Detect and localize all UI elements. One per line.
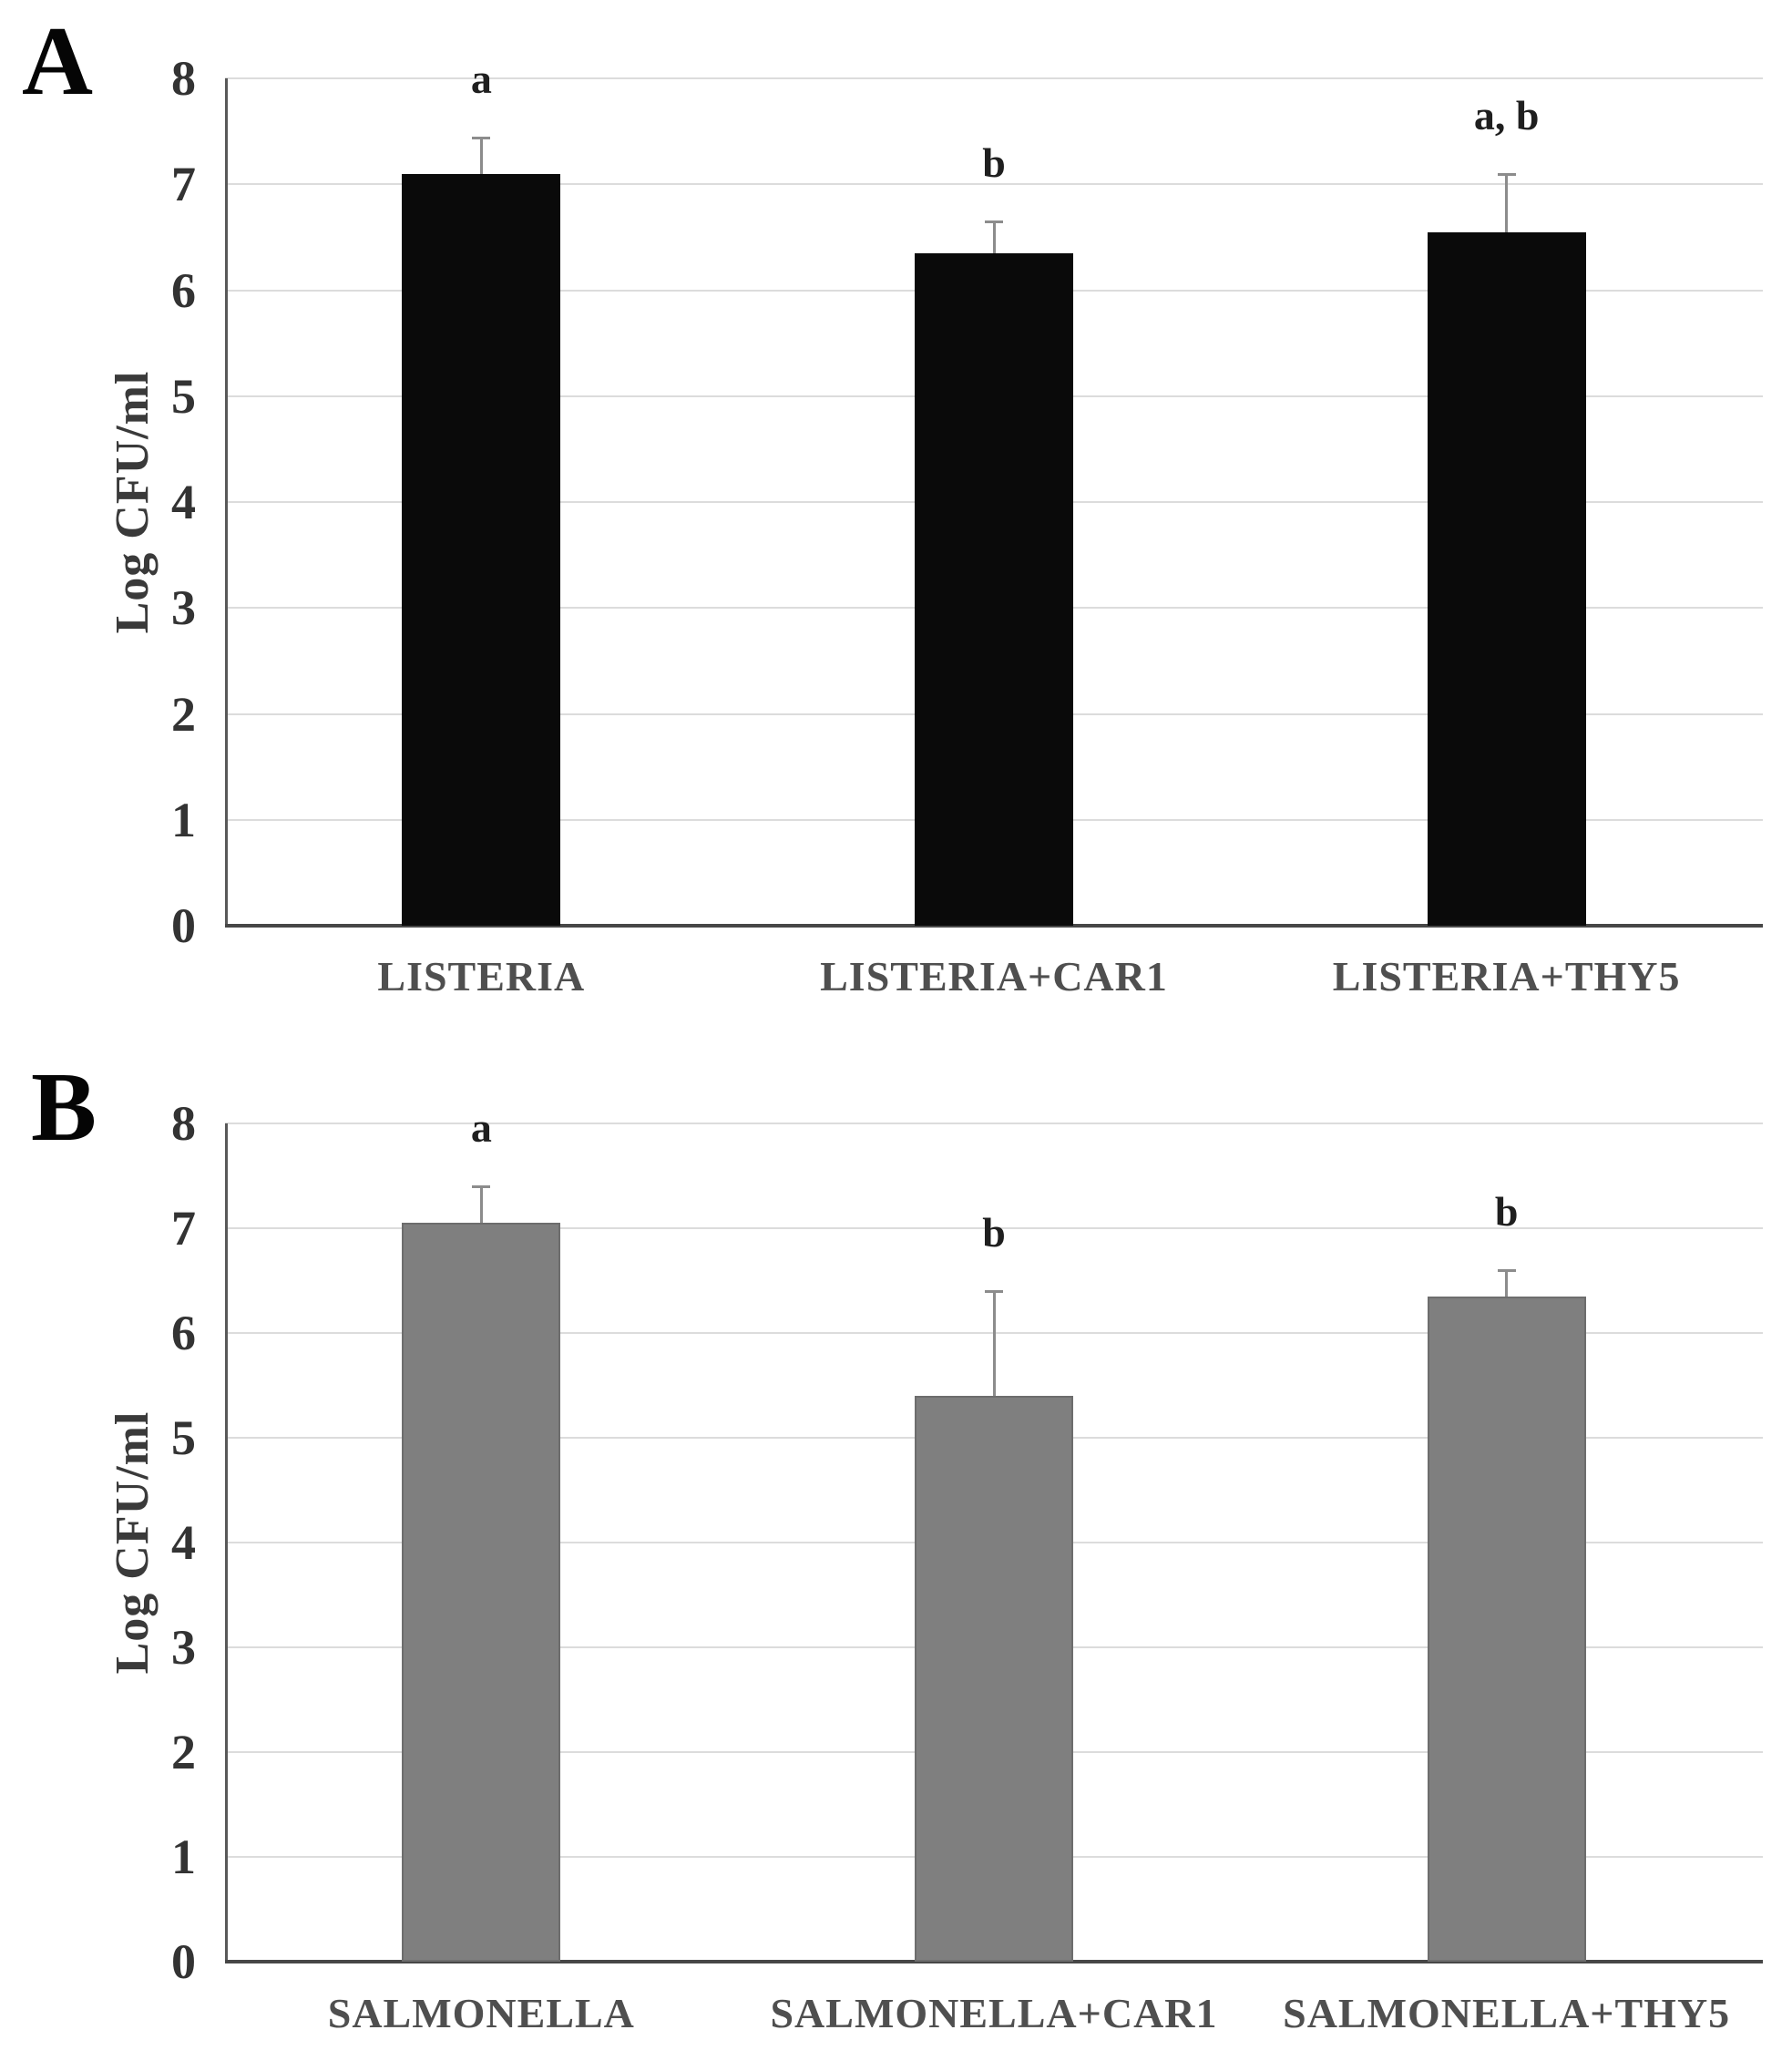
bar-listeria+thy5 bbox=[1427, 231, 1586, 926]
gridline-y2 bbox=[225, 713, 1763, 715]
y-tick-label-8: 8 bbox=[171, 1096, 196, 1151]
category-label: SALMONELLA+THY5 bbox=[1283, 1990, 1731, 2036]
bar-salmonella+thy5 bbox=[1427, 1296, 1586, 1962]
bar-salmonella+car1 bbox=[915, 1396, 1073, 1962]
gridline-y3 bbox=[225, 607, 1763, 610]
significance-label: b bbox=[1494, 1188, 1519, 1235]
y-tick-label-3: 3 bbox=[171, 580, 196, 636]
error-bar-cap bbox=[472, 1185, 491, 1188]
category-label: LISTERIA+THY5 bbox=[1332, 953, 1681, 1000]
y-tick-label-7: 7 bbox=[171, 1201, 196, 1256]
y-tick-label-2: 2 bbox=[171, 686, 196, 742]
y-tick-label-7: 7 bbox=[171, 157, 196, 212]
gridline-y5 bbox=[225, 395, 1763, 397]
y-tick-label-8: 8 bbox=[171, 51, 196, 106]
error-bar-cap bbox=[985, 1290, 1003, 1293]
gridline-y1 bbox=[225, 818, 1763, 821]
y-tick-label-4: 4 bbox=[171, 475, 196, 529]
y-tick-label-6: 6 bbox=[171, 262, 196, 318]
significance-label: a bbox=[470, 56, 492, 103]
x-axis-line bbox=[225, 924, 1763, 928]
y-axis-title: Log CFU/ml bbox=[107, 1410, 159, 1675]
y-tick-label-0: 0 bbox=[171, 1934, 196, 1989]
y-tick-label-3: 3 bbox=[171, 1620, 196, 1675]
gridline-y8 bbox=[225, 77, 1763, 79]
y-tick-label-5: 5 bbox=[171, 368, 196, 424]
y-axis-line bbox=[225, 78, 228, 926]
significance-label: a, b bbox=[1473, 91, 1540, 138]
bar-salmonella bbox=[402, 1223, 561, 1962]
category-label: LISTERIA bbox=[377, 953, 586, 1000]
y-tick-label-4: 4 bbox=[171, 1515, 196, 1570]
error-bar-stem bbox=[479, 1186, 483, 1224]
gridline-y3 bbox=[225, 1646, 1763, 1648]
category-label: LISTERIA+CAR1 bbox=[820, 953, 1168, 1000]
error-bar-cap bbox=[472, 137, 491, 140]
x-axis-line bbox=[225, 1960, 1763, 1963]
error-bar-stem bbox=[1505, 1270, 1509, 1297]
panel-b-letter: B bbox=[31, 1053, 97, 1162]
gridline-y2 bbox=[225, 1751, 1763, 1753]
gridline-y6 bbox=[225, 1332, 1763, 1334]
gridline-y4 bbox=[225, 1542, 1763, 1543]
category-label: SALMONELLA bbox=[327, 1990, 635, 2036]
y-axis-line bbox=[225, 1123, 228, 1962]
y-tick-label-6: 6 bbox=[171, 1306, 196, 1360]
significance-label: a bbox=[470, 1104, 492, 1151]
gridline-y7 bbox=[225, 1227, 1763, 1229]
error-bar-stem bbox=[992, 1291, 996, 1396]
y-axis-title: Log CFU/ml bbox=[107, 370, 159, 634]
error-bar-cap bbox=[985, 220, 1003, 223]
panel-a-letter: A bbox=[22, 7, 93, 116]
y-tick-label-2: 2 bbox=[171, 1725, 196, 1779]
y-tick-label-1: 1 bbox=[171, 1830, 196, 1884]
gridline-y4 bbox=[225, 501, 1763, 503]
bar-listeria bbox=[402, 173, 561, 926]
error-bar-cap bbox=[1497, 1269, 1516, 1272]
y-tick-label-1: 1 bbox=[171, 792, 196, 847]
gridline-y6 bbox=[225, 289, 1763, 292]
y-tick-label-5: 5 bbox=[171, 1410, 196, 1465]
category-label: SALMONELLA+CAR1 bbox=[770, 1990, 1218, 2036]
gridline-y7 bbox=[225, 183, 1763, 186]
gridline-y8 bbox=[225, 1123, 1763, 1124]
error-bar-stem bbox=[1505, 173, 1509, 232]
error-bar-cap bbox=[1497, 172, 1516, 176]
y-tick-label-0: 0 bbox=[171, 898, 196, 953]
error-bar-stem bbox=[479, 138, 483, 174]
error-bar-stem bbox=[992, 220, 996, 253]
gridline-y1 bbox=[225, 1856, 1763, 1858]
gridline-y5 bbox=[225, 1437, 1763, 1439]
significance-label: b bbox=[982, 1209, 1006, 1256]
bar-listeria+car1 bbox=[915, 252, 1073, 926]
significance-label: b bbox=[982, 138, 1006, 186]
